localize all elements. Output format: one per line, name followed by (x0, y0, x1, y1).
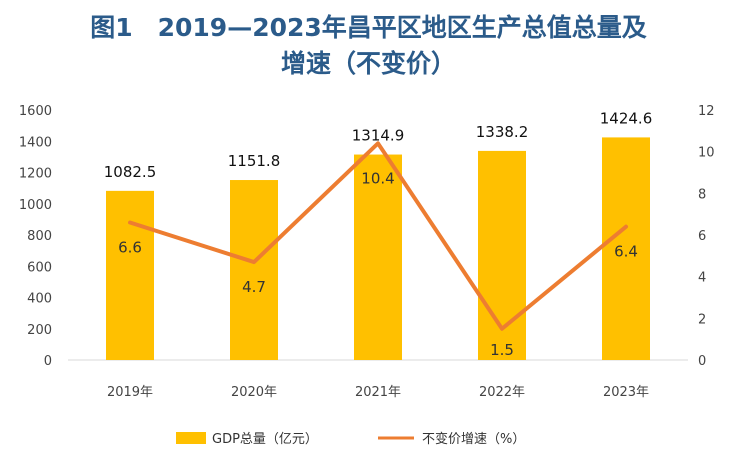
bar-data-label: 1151.8 (228, 152, 281, 170)
chart-title-line-2: 增速（不变价） (280, 49, 456, 78)
line-series: 6.6 4.7 10.4 1.5 6.4 (118, 141, 638, 359)
right-axis: 0 2 4 6 8 10 12 (698, 104, 715, 369)
right-axis-tick-label: 4 (698, 271, 706, 286)
x-axis-tick-label: 2023年 (603, 385, 649, 400)
x-axis-categories: 2019年 2020年 2021年 2022年 2023年 (107, 385, 649, 400)
legend-bar-label: GDP总量（亿元） (212, 432, 318, 447)
right-axis-tick-label: 6 (698, 229, 706, 244)
right-axis-tick-label: 2 (698, 312, 706, 327)
bar-data-label: 1338.2 (476, 123, 529, 141)
bar-series: 1082.5 1151.8 1314.9 1338.2 1424.6 (104, 109, 653, 360)
chart-title: 图1 2019—2023年昌平区地区生产总值总量及 增速（不变价） (0, 10, 737, 82)
line-data-label: 6.6 (118, 239, 142, 257)
right-axis-tick-label: 8 (698, 187, 706, 202)
line-data-label: 4.7 (242, 278, 266, 296)
line-data-label: 6.4 (614, 243, 638, 261)
bar (106, 190, 154, 360)
right-axis-tick-label: 12 (698, 104, 715, 119)
left-axis-tick-label: 200 (27, 323, 52, 338)
line-data-label: 10.4 (361, 169, 394, 187)
bar-data-label: 1082.5 (104, 163, 157, 181)
left-axis-tick-label: 1600 (19, 104, 52, 119)
right-axis-tick-label: 10 (698, 146, 715, 161)
bar (230, 180, 278, 360)
bar-data-label: 1424.6 (600, 109, 653, 127)
legend-line-label: 不变价增速（%） (422, 431, 525, 447)
x-axis-tick-label: 2021年 (355, 385, 401, 400)
chart-title-line-1: 图1 2019—2023年昌平区地区生产总值总量及 (90, 13, 647, 42)
legend-bar-swatch (176, 432, 206, 444)
x-axis-tick-label: 2019年 (107, 385, 153, 400)
x-axis-tick-label: 2022年 (479, 385, 525, 400)
bar (602, 137, 650, 360)
left-axis-tick-label: 400 (27, 292, 52, 307)
line-data-label: 1.5 (490, 341, 514, 359)
left-axis-tick-label: 1200 (19, 167, 52, 182)
bar (478, 150, 526, 360)
left-axis-tick-label: 1400 (19, 135, 52, 150)
left-axis-tick-label: 800 (27, 229, 52, 244)
left-axis-tick-label: 0 (44, 354, 52, 369)
legend: GDP总量（亿元） 不变价增速（%） (176, 431, 525, 447)
left-axis: 0 200 400 600 800 1000 1200 1400 1600 (19, 104, 52, 369)
left-axis-tick-label: 1000 (19, 198, 52, 213)
x-axis-tick-label: 2020年 (231, 385, 277, 400)
growth-rate-line (128, 141, 628, 331)
bar (354, 154, 402, 360)
bar-data-label: 1314.9 (352, 127, 405, 145)
left-axis-tick-label: 600 (27, 260, 52, 275)
right-axis-tick-label: 0 (698, 354, 706, 369)
